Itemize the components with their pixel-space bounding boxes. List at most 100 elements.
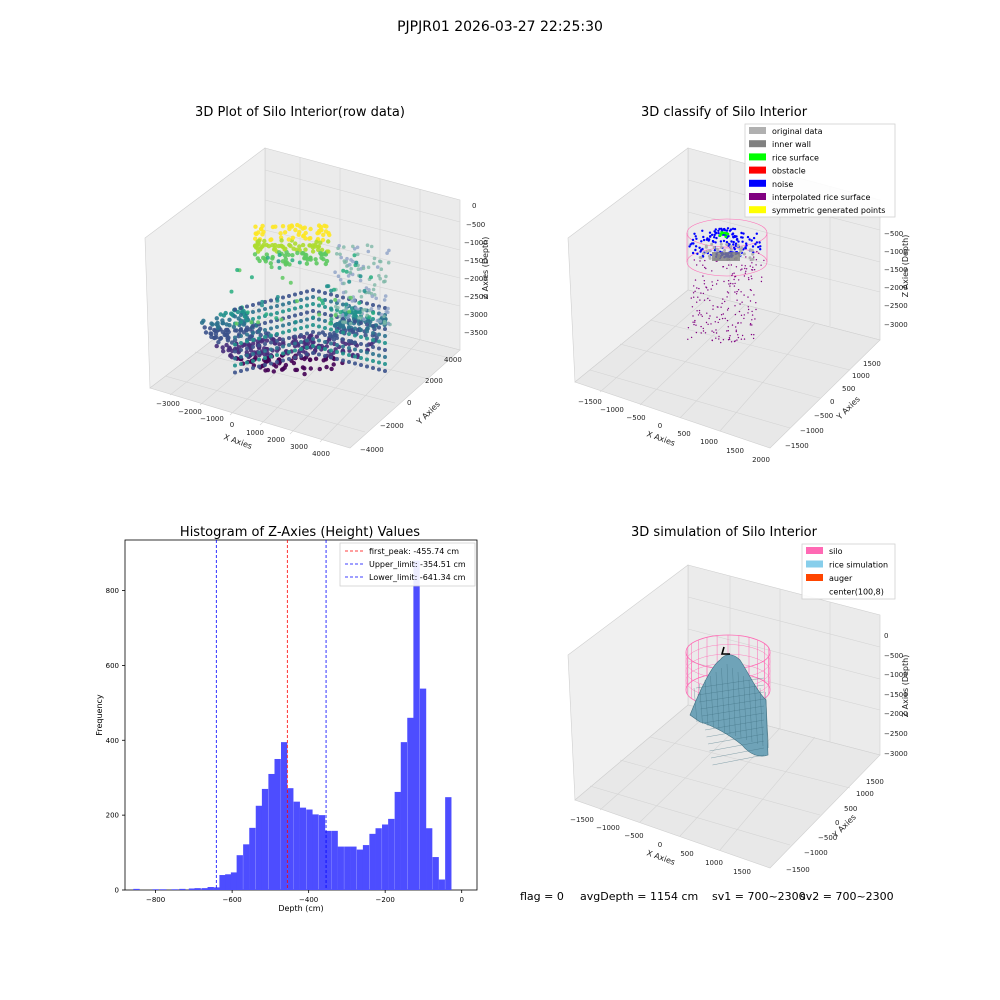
sim-ytick: 1500	[866, 778, 884, 786]
sim-zlabel: Z Axies (Depth)	[901, 655, 910, 718]
sim-ytick: 0	[835, 819, 839, 827]
panel-classify-title: 3D classify of Silo Interior	[641, 105, 808, 120]
legend-swatch	[749, 153, 766, 161]
hist-bar	[230, 872, 238, 890]
flag-text: flag = 0	[520, 890, 564, 903]
sim-xtick: −1500	[570, 816, 594, 824]
sv2-text: sv2 = 700~2300	[800, 890, 894, 903]
hist-bar	[350, 846, 357, 890]
hist-bar	[325, 830, 332, 890]
cls-ytick: −1000	[800, 427, 824, 435]
hist-bar	[400, 742, 408, 890]
legend-swatch	[806, 560, 823, 568]
hist-xtick-label: −800	[146, 896, 165, 904]
hist-bar	[255, 805, 263, 890]
raw-ytick: 0	[407, 399, 411, 407]
cls-xtick: 1000	[700, 438, 718, 446]
sim-ztick: −2500	[884, 730, 908, 738]
sim-ztick: −3000	[884, 750, 908, 758]
hist-ytick-label: 800	[106, 587, 119, 595]
hist-bar	[375, 828, 382, 890]
cls-ytick: 1500	[863, 360, 881, 368]
raw-ytick: 2000	[425, 377, 443, 385]
cls-xlabel: X Axies	[645, 429, 676, 448]
sim-ztick: −2000	[884, 710, 908, 718]
figure-title: PJPJR01 2026-03-27 22:25:30	[397, 19, 603, 35]
raw-axes-box	[144, 147, 461, 449]
hist-bar	[261, 788, 269, 890]
hist-bar	[249, 827, 256, 890]
sim-ztick: −1500	[884, 691, 908, 699]
legend-label: symmetric generated points	[772, 206, 885, 215]
raw-ztick: 0	[472, 202, 476, 210]
legend-label: obstacle	[772, 167, 806, 176]
raw-ztick: −1500	[464, 257, 488, 265]
hist-bar	[207, 887, 214, 890]
panel-classify-3d: 3D classify of Silo Interior	[567, 105, 910, 464]
legend-label: center(100,8)	[829, 588, 884, 597]
status-footer: flag = 0 avgDepth = 1154 cm sv1 = 700~23…	[520, 890, 894, 903]
raw-ztick: −3000	[464, 311, 488, 319]
hist-bar	[312, 814, 319, 890]
cls-ztick: −1500	[884, 266, 908, 274]
cls-ytick: −500	[814, 412, 833, 420]
raw-xtick: −2000	[178, 408, 202, 416]
sim-xtick: 0	[658, 841, 662, 849]
raw-ylabel: Y Axies	[414, 400, 442, 428]
cls-xtick: 1500	[726, 447, 744, 455]
cls-xtick: 500	[677, 430, 690, 438]
hist-xtick-label: 0	[459, 896, 463, 904]
cls-ytick: −1500	[785, 442, 809, 450]
hist-bar	[432, 857, 439, 890]
legend-label: rice simulation	[829, 561, 888, 570]
hist-bar	[287, 788, 294, 890]
panel-histogram: Histogram of Z-Axies (Height) Values −80…	[95, 525, 478, 913]
raw-xtick: 3000	[290, 443, 308, 451]
legend-swatch	[749, 193, 766, 200]
cls-xtick: 0	[658, 422, 662, 430]
hist-title: Histogram of Z-Axies (Height) Values	[180, 525, 420, 540]
hist-bar	[152, 889, 159, 890]
raw-ztick: −2000	[464, 275, 488, 283]
legend-label: inner wall	[772, 140, 811, 149]
hist-xtick-label: −600	[223, 896, 242, 904]
hist-bar	[413, 560, 420, 890]
hist-bar	[369, 833, 376, 890]
sim-xlabel: X Axies	[645, 848, 676, 867]
raw-xtick: 0	[230, 421, 234, 429]
hist-bar	[419, 688, 427, 890]
raw-ytick: −2000	[380, 422, 404, 430]
hist-bar	[407, 717, 414, 890]
hist-xlabel: Depth (cm)	[278, 904, 323, 913]
classify-silo-wire	[686, 218, 768, 277]
hist-ytick-label: 0	[115, 887, 119, 895]
raw-ztick: −2500	[464, 293, 488, 301]
hist-bar	[382, 824, 389, 890]
raw-ytick: −4000	[360, 446, 384, 454]
hist-bar	[388, 818, 395, 890]
hist-legend-label: first_peak: -455.74 cm	[369, 547, 459, 556]
panel-raw-3d: 3D Plot of Silo Interior(row data) −3000…	[144, 105, 490, 458]
sim-ztick: −500	[884, 652, 903, 660]
hist-bar	[445, 797, 452, 890]
hist-vlines	[215, 540, 327, 890]
cls-ztick: −3000	[884, 321, 908, 329]
raw-xtick: 2000	[267, 436, 285, 444]
hist-bar	[356, 849, 364, 890]
cls-ztick: −2000	[884, 284, 908, 292]
cls-ztick: −1000	[884, 248, 908, 256]
legend-swatch	[806, 574, 823, 581]
hist-bar	[344, 846, 351, 890]
hist-ticks: −800 −600 −400 −200 0 0 200 400 600 800	[106, 587, 464, 904]
raw-ztick: −3500	[464, 329, 488, 337]
sim-rice-surface	[689, 646, 769, 766]
hist-bar	[331, 830, 338, 890]
sim-xtick: −500	[624, 832, 643, 840]
cls-ztick: −500	[884, 230, 903, 238]
hist-bar	[236, 855, 243, 890]
hist-bar	[394, 791, 401, 890]
hist-xtick-label: −400	[299, 896, 318, 904]
cls-ztick: −2500	[884, 302, 908, 310]
legend-label: original data	[772, 127, 823, 136]
